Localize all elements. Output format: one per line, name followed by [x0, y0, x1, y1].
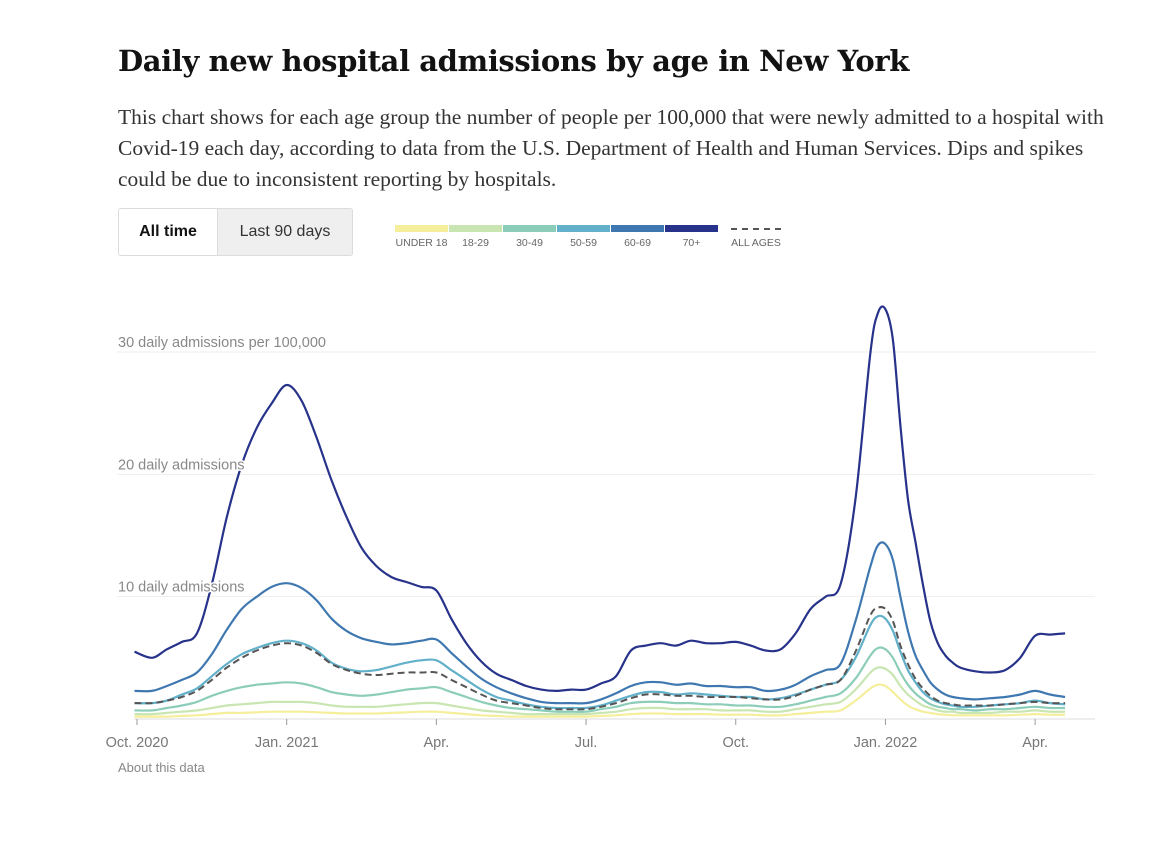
series-line-70-plus: [134, 305, 1066, 692]
legend-swatch: [665, 225, 718, 232]
legend-label: 30-49: [516, 237, 543, 249]
legend-item-70-plus: 70+: [665, 225, 718, 249]
x-tick-label: Jan. 2021: [255, 735, 319, 751]
legend-item-60-69: 60-69: [611, 225, 664, 249]
legend-item-18-29: 18-29: [449, 225, 502, 249]
legend-item-under-18: UNDER 18: [395, 225, 448, 249]
x-tick-label: Apr.: [423, 735, 449, 751]
legend-label: 60-69: [624, 237, 651, 249]
x-tick-label: Jan. 2022: [854, 735, 918, 751]
legend-item-all-ages: ALL AGES: [731, 225, 781, 249]
legend-swatch: [611, 225, 664, 232]
legend-dash-swatch: [731, 228, 781, 230]
chart-description: This chart shows for each age group the …: [118, 105, 1104, 191]
legend-label: 70+: [682, 237, 701, 249]
series-line-under-18: [134, 683, 1066, 718]
legend-label: 18-29: [462, 237, 489, 249]
series-line-all-ages: [134, 606, 1066, 711]
series-line-60-69: [134, 541, 1066, 705]
legend-swatch: [395, 225, 448, 232]
x-tick-label: Jul.: [575, 735, 598, 751]
legend-item-50-59: 50-59: [557, 225, 610, 249]
legend-label: UNDER 18: [395, 237, 448, 249]
x-tick-label: Oct.: [722, 735, 749, 751]
legend-label: ALL AGES: [731, 237, 781, 249]
legend-item-30-49: 30-49: [503, 225, 556, 249]
series-line-50-59: [134, 614, 1066, 710]
legend-swatch: [557, 225, 610, 232]
series-line-18-29: [134, 666, 1066, 716]
last-90-days-button[interactable]: Last 90 days: [217, 209, 352, 255]
y-tick-label: 30 daily admissions per 100,000: [118, 335, 326, 351]
legend-label: 50-59: [570, 237, 597, 249]
series-line-30-49: [134, 646, 1066, 713]
x-tick-label: Oct. 2020: [106, 735, 169, 751]
time-range-toggle: All time Last 90 days: [118, 208, 353, 256]
all-time-button[interactable]: All time: [119, 209, 217, 255]
legend-swatch: [449, 225, 502, 232]
about-this-data-link[interactable]: About this data: [118, 760, 205, 772]
page-title: Daily new hospital admissions by age in …: [118, 44, 909, 78]
x-tick-label: Apr.: [1022, 735, 1048, 751]
y-tick-label: 20 daily admissions: [118, 457, 245, 473]
y-tick-label: 10 daily admissions: [118, 580, 245, 596]
legend-swatch: [503, 225, 556, 232]
